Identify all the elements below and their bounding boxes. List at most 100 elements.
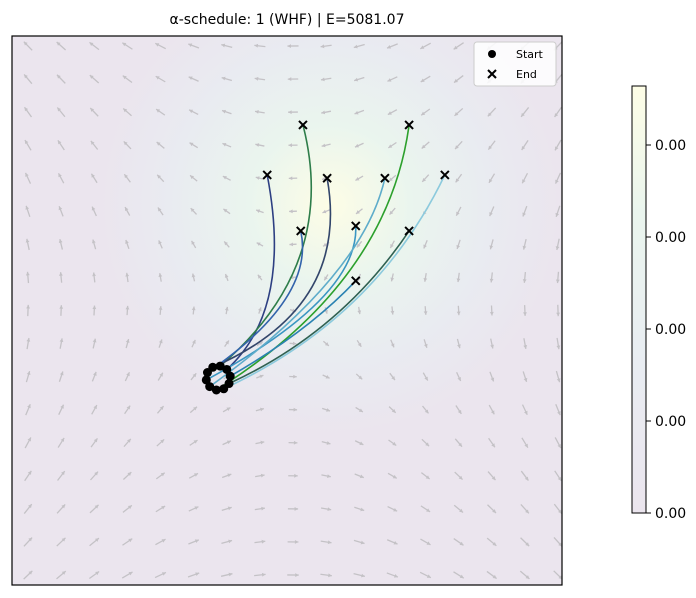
quiver-arrowhead bbox=[94, 538, 99, 542]
quiver-arrowhead bbox=[388, 177, 393, 182]
quiver-arrowhead bbox=[459, 574, 464, 579]
quiver-arrowhead bbox=[355, 177, 360, 181]
quiver-arrowhead bbox=[193, 440, 198, 444]
end-point bbox=[404, 120, 414, 130]
quiver-arrowhead bbox=[128, 538, 133, 543]
end-point bbox=[322, 173, 332, 183]
quiver-arrowhead bbox=[194, 506, 199, 510]
quiver-arrowhead bbox=[193, 406, 197, 411]
quiver-arrowhead bbox=[94, 504, 99, 509]
quiver-arrowhead bbox=[224, 306, 229, 311]
quiver-arrowhead bbox=[390, 244, 394, 249]
quiver-arrowhead bbox=[425, 475, 430, 479]
trajectory-line bbox=[212, 178, 332, 368]
quiver-arrowhead bbox=[358, 408, 363, 412]
quiver-arrowhead bbox=[558, 542, 562, 547]
quiver-arrowhead bbox=[456, 278, 461, 283]
legend-box bbox=[473, 41, 557, 87]
quiver-arrowhead bbox=[455, 145, 459, 150]
start-point bbox=[225, 371, 235, 381]
end-x-stroke bbox=[404, 226, 414, 236]
quiver-arrowhead bbox=[420, 45, 425, 49]
quiver-arrowhead bbox=[359, 474, 364, 479]
quiver-arrowhead bbox=[492, 542, 497, 546]
quiver-arrowhead bbox=[324, 276, 328, 281]
quiver-arrowhead bbox=[123, 141, 128, 146]
quiver-arrowhead bbox=[490, 377, 495, 382]
start-point bbox=[215, 361, 225, 371]
quiver-arrowhead bbox=[558, 509, 562, 514]
quiver-arrowhead bbox=[522, 279, 527, 283]
quiver-arrowhead bbox=[92, 338, 97, 343]
quiver-arrowhead bbox=[320, 44, 325, 49]
quiver-arrowhead bbox=[260, 440, 265, 445]
quiver-arrowhead bbox=[453, 45, 458, 50]
quiver-arrowhead bbox=[521, 112, 525, 117]
quiver-arrowhead bbox=[89, 75, 94, 79]
quiver-arrowhead bbox=[294, 506, 299, 511]
quiver-arrowhead bbox=[58, 173, 62, 178]
quiver-arrowhead bbox=[59, 272, 63, 276]
quiver-arrowhead bbox=[24, 140, 29, 145]
quiver-arrowhead bbox=[258, 307, 262, 312]
quiver-arrowhead bbox=[92, 305, 97, 310]
quiver-arrowhead bbox=[324, 342, 329, 346]
quiver-arrowhead bbox=[160, 472, 165, 477]
quiver-arrowhead bbox=[255, 176, 260, 180]
quiver-arrowhead bbox=[191, 240, 195, 245]
colorbar-tick-label: 0.00 bbox=[655, 322, 686, 338]
quiver-arrowhead bbox=[388, 144, 393, 148]
quiver-arrowhead bbox=[393, 540, 398, 545]
quiver-arrowhead bbox=[458, 442, 462, 447]
quiver-arrowhead bbox=[224, 273, 229, 278]
end-x-stroke bbox=[322, 173, 332, 183]
quiver-arrowhead bbox=[122, 42, 127, 47]
quiver-arrowhead bbox=[127, 505, 132, 510]
quiver-arrowhead bbox=[523, 345, 528, 349]
quiver-arrowhead bbox=[159, 406, 164, 411]
quiver-arrowhead bbox=[557, 444, 561, 449]
quiver-arrowhead bbox=[58, 239, 63, 244]
quiver-arrowhead bbox=[161, 505, 166, 510]
quiver-arrowhead bbox=[190, 175, 194, 180]
quiver-arrowhead bbox=[191, 273, 196, 278]
quiver-arrowhead bbox=[424, 376, 428, 381]
quiver-arrowhead bbox=[254, 76, 259, 81]
quiver-arrowhead bbox=[355, 210, 360, 214]
quiver-arrowhead bbox=[91, 173, 95, 178]
quiver-arrowhead bbox=[392, 441, 397, 446]
quiver-arrowhead bbox=[156, 141, 161, 146]
quiver-arrowhead bbox=[554, 113, 559, 118]
end-x-stroke bbox=[296, 226, 306, 236]
quiver-arrowhead bbox=[326, 474, 331, 478]
quiver-arrowhead bbox=[288, 176, 293, 181]
quiver-arrowhead bbox=[59, 371, 64, 376]
quiver-arrowhead bbox=[457, 409, 462, 414]
quiver-arrowhead bbox=[293, 407, 298, 412]
quiver-arrowhead bbox=[60, 437, 65, 442]
end-x-stroke bbox=[380, 173, 390, 183]
trajectory-line bbox=[228, 230, 410, 385]
quiver-arrowhead bbox=[190, 208, 195, 213]
quiver-arrowhead bbox=[59, 338, 64, 343]
quiver-arrowhead bbox=[555, 179, 559, 184]
quiver-arrowhead bbox=[523, 377, 528, 382]
quiver-arrowhead bbox=[488, 145, 493, 150]
quiver-arrowhead bbox=[293, 440, 298, 445]
quiver-arrowhead bbox=[490, 344, 494, 349]
quiver-arrowhead bbox=[492, 509, 496, 513]
quiver-arrowhead bbox=[456, 211, 460, 216]
quiver-arrowhead bbox=[525, 542, 530, 547]
quiver-arrowhead bbox=[125, 239, 129, 244]
quiver-arrowhead bbox=[459, 508, 464, 513]
quiver-arrowhead bbox=[292, 341, 297, 346]
end-point bbox=[296, 226, 306, 236]
quiver-arrowhead bbox=[189, 109, 194, 114]
quiver-arrowhead bbox=[360, 540, 365, 545]
quiver-arrowhead bbox=[126, 372, 130, 377]
quiver-arrowhead bbox=[289, 242, 294, 247]
quiver-arrowhead bbox=[354, 143, 359, 148]
quiver-arrowhead bbox=[490, 410, 495, 415]
quiver-arrowhead bbox=[422, 177, 427, 182]
end-point bbox=[404, 226, 414, 236]
